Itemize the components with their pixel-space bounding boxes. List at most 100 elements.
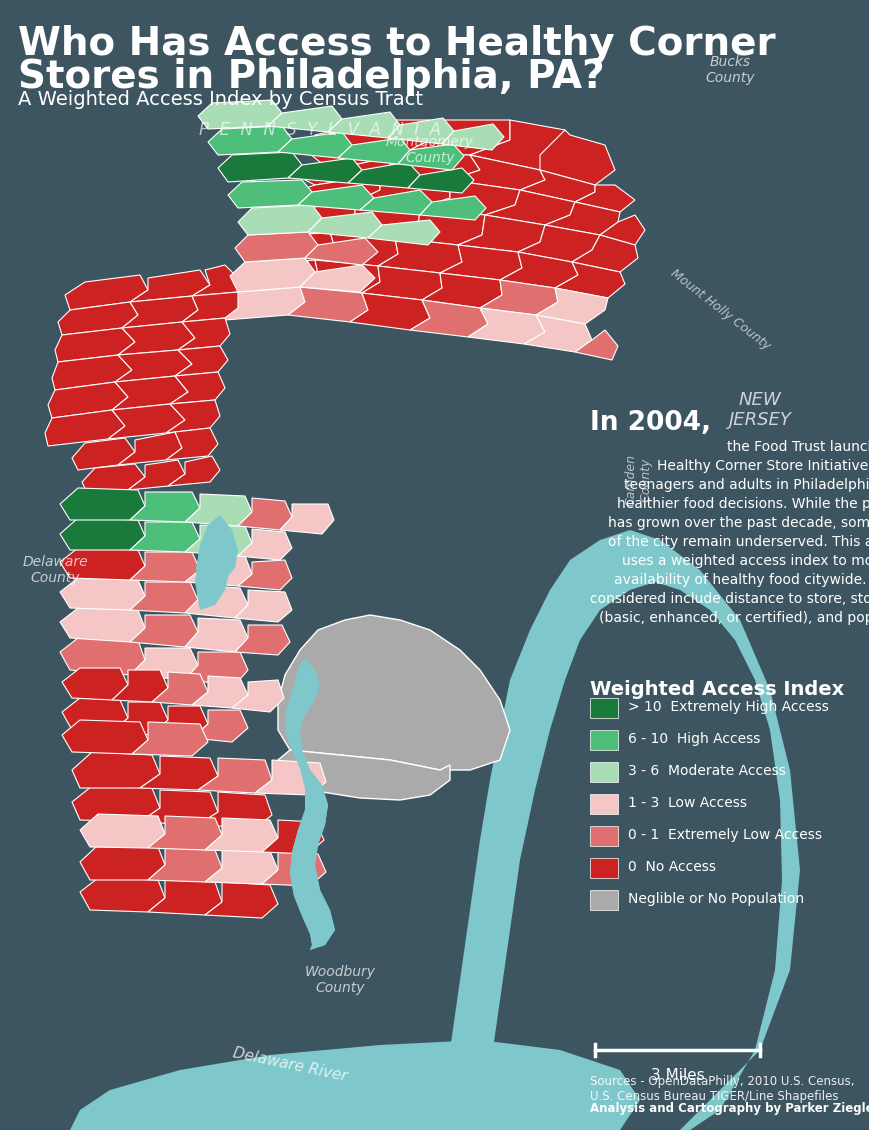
Polygon shape bbox=[192, 710, 248, 742]
Polygon shape bbox=[60, 518, 145, 550]
Polygon shape bbox=[70, 1040, 640, 1130]
Polygon shape bbox=[129, 582, 198, 612]
Polygon shape bbox=[468, 308, 544, 344]
Polygon shape bbox=[185, 652, 248, 685]
Polygon shape bbox=[185, 585, 248, 618]
Polygon shape bbox=[248, 232, 335, 266]
Polygon shape bbox=[235, 232, 318, 262]
Polygon shape bbox=[166, 428, 218, 460]
Polygon shape bbox=[192, 266, 238, 296]
Polygon shape bbox=[112, 670, 168, 702]
Polygon shape bbox=[268, 106, 342, 132]
Polygon shape bbox=[198, 758, 272, 793]
Polygon shape bbox=[278, 132, 352, 158]
Polygon shape bbox=[440, 245, 521, 280]
Polygon shape bbox=[232, 680, 283, 712]
Polygon shape bbox=[262, 820, 323, 854]
Polygon shape bbox=[329, 202, 420, 238]
Polygon shape bbox=[129, 615, 198, 647]
Polygon shape bbox=[540, 130, 614, 185]
Text: Camden
County: Camden County bbox=[623, 454, 651, 506]
Polygon shape bbox=[349, 293, 429, 330]
Polygon shape bbox=[205, 848, 278, 884]
Text: 3 - 6  Moderate Access: 3 - 6 Moderate Access bbox=[627, 764, 785, 777]
Polygon shape bbox=[148, 848, 222, 883]
Text: 1 - 3  Low Access: 1 - 3 Low Access bbox=[627, 796, 746, 810]
Polygon shape bbox=[208, 127, 292, 155]
Polygon shape bbox=[368, 220, 440, 245]
Polygon shape bbox=[535, 288, 607, 324]
Polygon shape bbox=[62, 720, 148, 754]
Polygon shape bbox=[60, 638, 145, 675]
Polygon shape bbox=[228, 180, 312, 208]
Polygon shape bbox=[175, 346, 228, 376]
Polygon shape bbox=[238, 529, 292, 560]
Polygon shape bbox=[48, 382, 128, 418]
Polygon shape bbox=[129, 270, 209, 302]
Text: Woodbury
County: Woodbury County bbox=[304, 965, 375, 996]
Polygon shape bbox=[72, 751, 160, 788]
Polygon shape bbox=[60, 548, 145, 580]
Text: In 2004,: In 2004, bbox=[589, 410, 710, 436]
Polygon shape bbox=[235, 260, 318, 292]
Polygon shape bbox=[140, 790, 218, 825]
Polygon shape bbox=[305, 155, 400, 185]
Polygon shape bbox=[278, 615, 509, 770]
Polygon shape bbox=[80, 878, 165, 912]
Polygon shape bbox=[457, 215, 544, 252]
Polygon shape bbox=[300, 260, 380, 293]
Polygon shape bbox=[112, 376, 188, 410]
Polygon shape bbox=[315, 232, 397, 266]
Polygon shape bbox=[480, 280, 557, 315]
Polygon shape bbox=[60, 488, 145, 520]
Polygon shape bbox=[218, 153, 302, 182]
Polygon shape bbox=[238, 205, 322, 235]
Polygon shape bbox=[305, 238, 377, 266]
Polygon shape bbox=[108, 405, 185, 438]
Polygon shape bbox=[169, 372, 225, 405]
Polygon shape bbox=[152, 672, 208, 705]
Polygon shape bbox=[205, 818, 278, 852]
Polygon shape bbox=[235, 590, 292, 622]
Polygon shape bbox=[280, 504, 334, 534]
Polygon shape bbox=[285, 658, 335, 950]
Polygon shape bbox=[129, 522, 200, 551]
Polygon shape bbox=[168, 457, 220, 486]
Polygon shape bbox=[60, 579, 145, 610]
Polygon shape bbox=[449, 155, 544, 190]
Polygon shape bbox=[400, 120, 509, 155]
Text: 3 Miles: 3 Miles bbox=[650, 1068, 704, 1083]
Polygon shape bbox=[380, 155, 480, 180]
Bar bbox=[589, 730, 617, 750]
Polygon shape bbox=[62, 668, 128, 699]
Polygon shape bbox=[65, 275, 148, 310]
Text: the Food Trust launched the
Healthy Corner Store Initiative to help
teenagers an: the Food Trust launched the Healthy Corn… bbox=[589, 440, 869, 643]
Polygon shape bbox=[185, 494, 252, 525]
Text: NEW
JERSEY: NEW JERSEY bbox=[727, 391, 791, 429]
Polygon shape bbox=[355, 175, 449, 208]
Polygon shape bbox=[192, 676, 248, 709]
Polygon shape bbox=[129, 551, 200, 582]
Polygon shape bbox=[348, 162, 420, 188]
Bar bbox=[589, 762, 617, 782]
Polygon shape bbox=[62, 698, 128, 732]
Polygon shape bbox=[195, 534, 229, 610]
Polygon shape bbox=[262, 852, 326, 886]
Polygon shape bbox=[420, 180, 520, 215]
Polygon shape bbox=[152, 706, 208, 738]
Polygon shape bbox=[129, 647, 198, 680]
Polygon shape bbox=[72, 786, 160, 822]
Bar bbox=[589, 890, 617, 910]
Polygon shape bbox=[140, 756, 218, 790]
Polygon shape bbox=[268, 202, 355, 238]
Polygon shape bbox=[112, 702, 168, 734]
Polygon shape bbox=[305, 120, 444, 170]
Text: Sources - OpenDataPhilly, 2010 U.S. Census,
U.S. Census Bureau TIGER/Line Shapef: Sources - OpenDataPhilly, 2010 U.S. Cens… bbox=[589, 1075, 853, 1103]
Polygon shape bbox=[72, 438, 135, 470]
Polygon shape bbox=[118, 432, 182, 466]
Text: Stores in Philadelphia, PA?: Stores in Philadelphia, PA? bbox=[18, 58, 604, 96]
Polygon shape bbox=[255, 760, 326, 796]
Polygon shape bbox=[377, 238, 461, 273]
Text: 0 - 1  Extremely Low Access: 0 - 1 Extremely Low Access bbox=[627, 828, 821, 842]
Polygon shape bbox=[600, 215, 644, 245]
